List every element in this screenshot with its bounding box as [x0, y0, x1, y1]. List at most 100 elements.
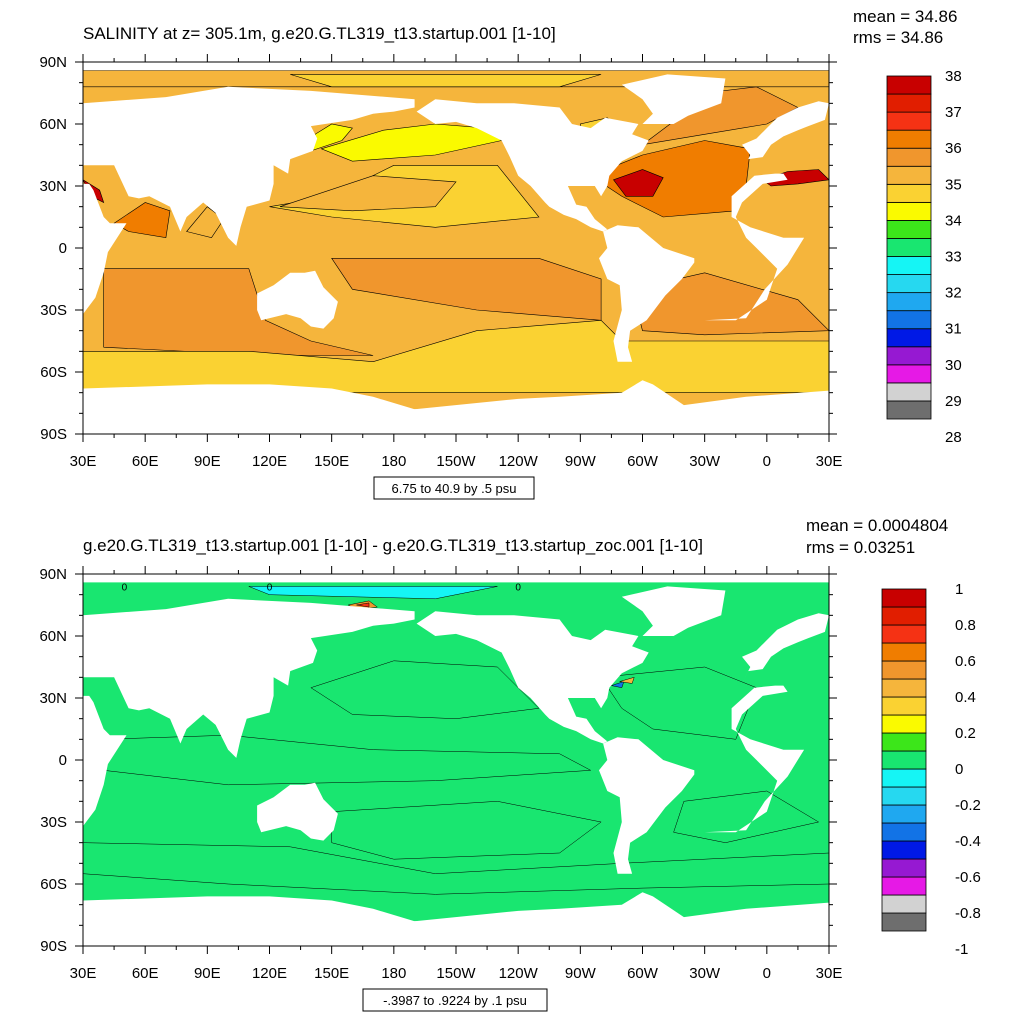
- land-arctic_cap: [83, 574, 829, 583]
- y-tick-label: 60S: [40, 364, 67, 381]
- x-tick-label: 150W: [436, 453, 476, 470]
- west-pacific-band: [279, 175, 457, 212]
- colorbar-box: [881, 732, 927, 752]
- colorbar-box: [886, 400, 932, 420]
- x-tick-label: 150W: [436, 965, 476, 982]
- colorbar-label: 33: [945, 249, 962, 266]
- colorbar-label: -0.2: [955, 797, 981, 814]
- x-tick-label: 90W: [565, 453, 597, 470]
- mean-stat: mean = 0.0004804: [806, 516, 948, 535]
- positive-patch-so: [83, 842, 829, 895]
- contour-label: 0: [515, 582, 521, 593]
- colorbar-box: [886, 274, 932, 294]
- y-tick-label: 60N: [39, 116, 67, 133]
- colorbar-label: 34: [945, 212, 962, 229]
- colorbar-box: [881, 714, 927, 734]
- x-tick-label: 30E: [816, 965, 843, 982]
- info-label: 6.75 to 40.9 by .5 psu: [391, 481, 516, 496]
- colorbar-box: [886, 147, 932, 167]
- y-tick-label: 60S: [40, 876, 67, 893]
- colorbar-box: [881, 606, 927, 626]
- colorbar-box: [886, 292, 932, 312]
- colorbar-box: [881, 912, 927, 932]
- colorbar-box: [881, 786, 927, 806]
- x-tick-label: 30W: [689, 453, 721, 470]
- colorbar-box: [881, 876, 927, 896]
- positive-patch-satl: [673, 790, 820, 843]
- x-tick-label: 120E: [252, 453, 287, 470]
- colorbar-box: [886, 129, 932, 149]
- colorbar-box: [886, 220, 932, 239]
- colorbar-box: [881, 804, 927, 824]
- land-africaW: [704, 685, 805, 833]
- y-tick-label: 90S: [40, 938, 67, 955]
- colorbar-box: [881, 678, 927, 698]
- x-tick-label: 0: [763, 965, 771, 982]
- y-tick-label: 90S: [40, 426, 67, 443]
- x-tick-label: 90E: [194, 965, 221, 982]
- x-tick-label: 60E: [132, 453, 159, 470]
- land-namerica: [416, 611, 649, 744]
- colorbar: 1 0.8 0.6 0.4 0.2 0 -0.2 -0.4 -0.6 -0.8 -1: [881, 581, 981, 958]
- arabian-sea: [113, 202, 171, 239]
- info-label: -.3987 to .9224 by .1 psu: [383, 993, 527, 1008]
- colorbar-label: 32: [945, 285, 962, 302]
- land-antarctica: [83, 892, 829, 946]
- arctic-interior: [290, 74, 602, 88]
- land-samerica: [599, 737, 695, 874]
- colorbar-label: 28: [945, 429, 962, 446]
- land-africaW: [704, 173, 805, 321]
- colorbar-box: [881, 660, 927, 680]
- colorbar-box: [886, 238, 932, 257]
- rms-stat: rms = 34.86: [853, 28, 943, 47]
- arctic-negative: [248, 586, 498, 600]
- colorbar-box: [886, 382, 932, 402]
- x-tick-label: 180: [381, 453, 406, 470]
- colorbar-label: -0.8: [955, 905, 981, 922]
- mean-stat: mean = 34.86: [853, 7, 957, 26]
- mediterranean-outflow: [762, 169, 829, 187]
- colorbar-label: 36: [945, 140, 962, 157]
- info-label-frame: [373, 476, 535, 500]
- colorbar-label: -1: [955, 941, 968, 958]
- colorbar-label: 31: [945, 321, 962, 338]
- info-label-box: 6.75 to 40.9 by .5 psu: [373, 476, 535, 500]
- colorbar-label: 38: [945, 68, 962, 85]
- land-greenland: [621, 586, 726, 636]
- colorbar-box: [886, 346, 932, 366]
- panel-title: SALINITY at z= 305.1m, g.e20.G.TL319_t13…: [83, 24, 556, 43]
- colorbar-box: [886, 201, 932, 221]
- x-tick-label: 120W: [499, 453, 539, 470]
- land-africa: [83, 183, 127, 315]
- land-australia: [257, 270, 338, 329]
- colorbar-label: 0.4: [955, 689, 976, 706]
- land-africa: [83, 695, 127, 827]
- north-atlantic-core: [613, 169, 664, 197]
- colorbar: 38 37 36 35 34 33 32 31 30 29 28: [886, 68, 962, 446]
- map-field: [83, 62, 829, 434]
- colorbar-box: [881, 858, 927, 878]
- land-europe: [742, 613, 829, 684]
- colorbar-box: [881, 624, 927, 644]
- colorbar-box: [886, 183, 932, 203]
- colorbar-label: 37: [945, 104, 962, 121]
- land-australia: [257, 782, 338, 841]
- positive-patch-eq: [103, 734, 592, 786]
- contour-label: 0: [122, 582, 128, 593]
- x-tick-label: 120E: [252, 965, 287, 982]
- land-europe: [742, 101, 829, 172]
- difference-panel: g.e20.G.TL319_t13.startup.001 [1-10] - g…: [39, 516, 981, 1012]
- colorbar-label: -0.6: [955, 869, 981, 886]
- colorbar-label: 29: [945, 393, 962, 410]
- y-tick-label: 30S: [40, 302, 67, 319]
- y-tick-label: 60N: [39, 628, 67, 645]
- colorbar-box: [886, 165, 932, 185]
- info-label-frame: [362, 988, 548, 1012]
- positive-patch-atl: [600, 666, 757, 740]
- y-tick-label: 30S: [40, 814, 67, 831]
- x-tick-label: 90E: [194, 453, 221, 470]
- land-greenland: [621, 74, 726, 124]
- colorbar-label: 0.2: [955, 725, 976, 742]
- x-tick-label: 180: [381, 965, 406, 982]
